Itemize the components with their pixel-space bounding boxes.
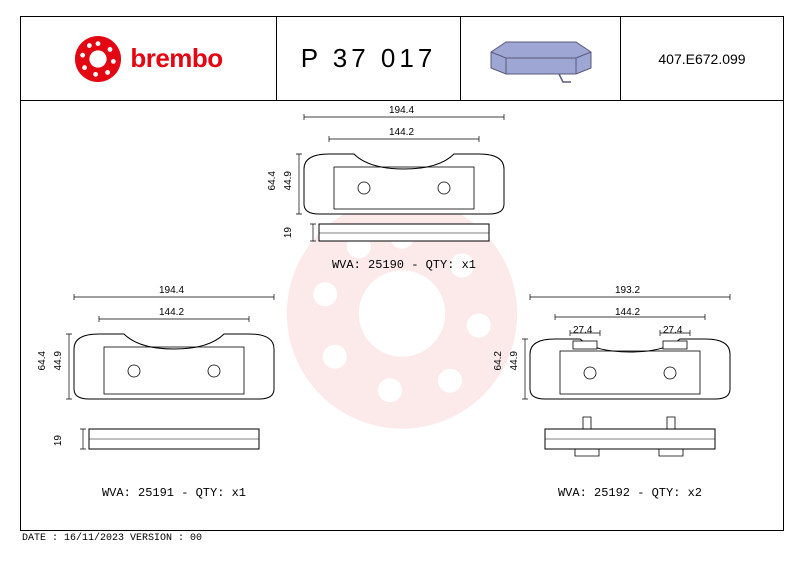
thumbnail-cell	[461, 17, 621, 100]
pad-3d-icon	[481, 34, 601, 84]
pad-right-group: 193.2 144.2 27.4 27.4 64.2 44.9	[515, 289, 745, 500]
dim-height-inner: 44.9	[283, 171, 294, 190]
part-number: P 37 017	[301, 43, 437, 74]
pad-left-caption: WVA: 25191 - QTY: x1	[59, 486, 289, 500]
pad-top-group: 194.4 144.2 64.4 44.9 19	[289, 109, 519, 272]
dim-height-outer: 64.4	[267, 171, 278, 190]
title-block: brembo P 37 017 407.E672.099	[21, 17, 783, 101]
drawing-code: 407.E672.099	[658, 51, 745, 67]
dim-width-outer: 193.2	[615, 285, 640, 296]
dim-height-outer: 64.4	[37, 351, 48, 370]
dim-width-outer: 194.4	[159, 285, 184, 296]
pad-right-caption: WVA: 25192 - QTY: x2	[515, 486, 745, 500]
drawing-body: 194.4 144.2 64.4 44.9 19	[21, 101, 783, 531]
brembo-logo-icon	[74, 35, 122, 83]
brand-name: brembo	[130, 43, 222, 74]
pad-left-group: 194.4 144.2 64.4 44.9 19 WVA:	[59, 289, 289, 500]
logo-cell: brembo	[21, 17, 277, 100]
dim-height-inner: 44.9	[53, 351, 64, 370]
dim-thickness: 19	[283, 227, 294, 238]
dim-width-inner: 144.2	[615, 307, 640, 318]
pad-top-caption: WVA: 25190 - QTY: x1	[289, 258, 519, 272]
dim-width-inner: 144.2	[159, 307, 184, 318]
drawing-frame: brembo P 37 017 407.E672.099	[20, 16, 784, 531]
dim-height-outer: 64.2	[493, 351, 504, 370]
part-number-cell: P 37 017	[277, 17, 461, 100]
dim-width-inner: 144.2	[389, 127, 414, 138]
drawing-code-cell: 407.E672.099	[621, 17, 783, 100]
dim-width-outer: 194.4	[389, 105, 414, 116]
dim-sensor-w2: 27.4	[663, 325, 682, 336]
dim-sensor-w1: 27.4	[573, 325, 592, 336]
dim-thickness: 19	[53, 435, 64, 446]
footer-date: DATE : 16/11/2023 VERSION : 00	[22, 533, 202, 544]
dim-height-inner: 44.9	[509, 351, 520, 370]
